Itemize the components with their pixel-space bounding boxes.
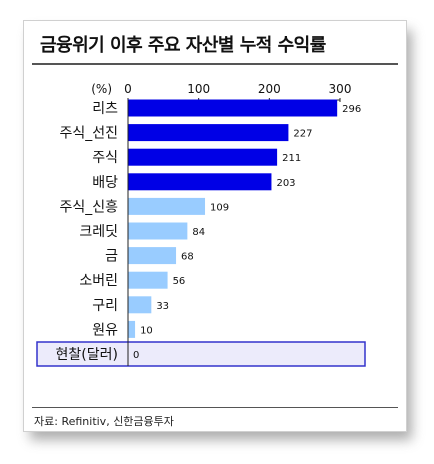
category-label: 금	[105, 249, 118, 265]
value-label: 211	[282, 153, 301, 164]
chart-card: 금융위기 이후 주요 자산별 누적 수익률 (%) 0 100 200 300 리츠 296…	[23, 20, 407, 432]
x-tick-label: 100	[187, 82, 210, 96]
value-label: 227	[293, 129, 312, 140]
value-label: 68	[181, 252, 194, 263]
value-label: 109	[210, 202, 229, 213]
x-tick-label: 200	[258, 82, 281, 96]
bar	[128, 320, 136, 338]
value-label: 203	[276, 178, 295, 189]
category-label: 원유	[92, 322, 118, 338]
bar	[128, 173, 272, 191]
chart-title: 금융위기 이후 주요 자산별 누적 수익률	[40, 35, 326, 56]
bar	[128, 148, 278, 166]
x-tick-label: 300	[329, 82, 352, 96]
category-label: 현찰(달러)	[56, 347, 118, 363]
source-rule	[32, 407, 398, 408]
category-label: 리츠	[92, 101, 118, 117]
category-label: 주식_선진	[59, 126, 118, 142]
bar	[128, 124, 289, 142]
category-label: 크레딧	[79, 224, 118, 240]
value-label: 10	[140, 325, 153, 336]
category-label: 주식_신흥	[59, 199, 118, 215]
title-rule	[32, 63, 398, 65]
category-label: 소버린	[79, 273, 118, 289]
value-label: 84	[192, 227, 205, 238]
source-note: 자료: Refinitiv, 신한금융투자	[34, 415, 174, 428]
highlight-box	[36, 341, 366, 367]
value-label: 33	[156, 301, 169, 312]
x-tick-label: 0	[124, 82, 132, 96]
category-label: 구리	[92, 298, 118, 314]
bar	[128, 296, 152, 314]
bar	[128, 271, 168, 289]
axis-unit-label: (%)	[91, 82, 112, 96]
category-label: 배당	[92, 175, 118, 191]
bar	[128, 197, 206, 215]
bar	[128, 99, 338, 117]
value-label: 0	[133, 350, 139, 361]
bar	[128, 222, 188, 240]
value-label: 56	[173, 276, 186, 287]
bar	[128, 247, 177, 265]
value-label: 296	[342, 104, 361, 115]
category-label: 주식	[92, 150, 118, 166]
